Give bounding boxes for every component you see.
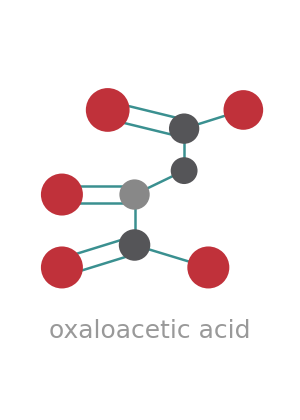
Circle shape xyxy=(187,247,229,289)
Circle shape xyxy=(119,229,150,261)
Text: oxaloacetic acid: oxaloacetic acid xyxy=(49,319,251,343)
Circle shape xyxy=(86,88,130,132)
Circle shape xyxy=(171,157,197,184)
Circle shape xyxy=(41,173,83,215)
Circle shape xyxy=(224,90,263,130)
Circle shape xyxy=(119,179,150,210)
Circle shape xyxy=(41,247,83,289)
Circle shape xyxy=(169,113,199,144)
